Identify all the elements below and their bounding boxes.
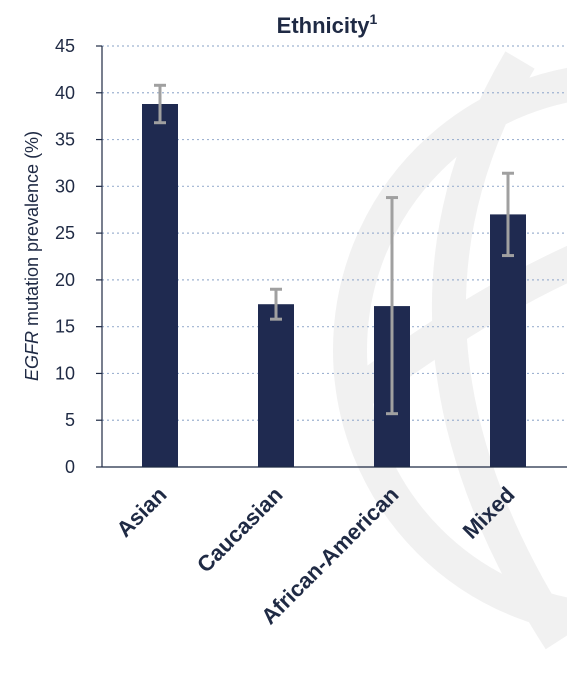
axes [96, 45, 567, 468]
y-tick-label-45: 45 [55, 36, 75, 56]
error-bar-african-american [386, 196, 398, 416]
y-tick-label-35: 35 [55, 130, 75, 150]
y-axis-label-rest: mutation prevalence (%) [22, 131, 42, 331]
chart-title: Ethnicity1 [277, 11, 378, 38]
bar-caucasian [258, 304, 294, 467]
bars [142, 104, 526, 467]
y-tick-label-20: 20 [55, 270, 75, 290]
y-tick-label-40: 40 [55, 83, 75, 103]
chart-title-superscript: 1 [370, 11, 378, 27]
y-tick-label-15: 15 [55, 317, 75, 337]
y-tick-labels: 0 5 10 15 20 25 30 35 40 45 [55, 36, 75, 477]
y-tick-label-25: 25 [55, 223, 75, 243]
error-bars [154, 83, 514, 416]
x-tick-label-asian: Asian [111, 482, 171, 542]
error-bar-mixed [502, 171, 514, 258]
y-tick-label-10: 10 [55, 363, 75, 383]
bar-asian [142, 104, 178, 467]
error-bar-caucasian [270, 287, 282, 321]
y-tick-label-0: 0 [65, 457, 75, 477]
y-axis-label-italic: EGFR [22, 331, 42, 381]
chart-title-text: Ethnicity [277, 13, 371, 38]
y-tick-label-30: 30 [55, 176, 75, 196]
y-tick-label-5: 5 [65, 410, 75, 430]
error-bar-asian [154, 83, 166, 125]
x-tick-label-caucasian: Caucasian [192, 482, 288, 578]
y-axis-label: EGFR mutation prevalence (%) [22, 131, 42, 381]
